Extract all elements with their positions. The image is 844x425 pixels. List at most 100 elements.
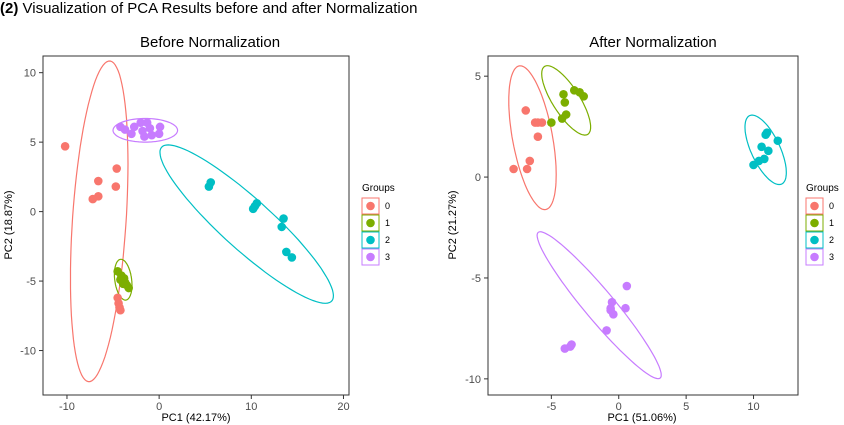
x-tick-label: 10 [245,401,257,413]
point-group-1 [579,92,588,101]
ellipse-group-1 [541,65,592,136]
legend-title: Groups [362,183,395,194]
x-tick-label: 20 [337,401,349,413]
point-group-3 [606,303,615,313]
point-group-0 [522,164,532,174]
legend-key-marker-3 [366,252,375,262]
legend-label-group-0: 0 [385,201,390,211]
ellipse-group-2 [159,144,335,304]
point-group-3 [154,129,164,139]
point-group-2 [287,253,297,262]
ellipse-group-3 [112,117,179,143]
figure-number: (2) [0,0,19,17]
legend-key-marker-2 [366,235,375,245]
legend-key-marker-3 [810,252,819,262]
point-group-3 [142,118,152,127]
point-group-0 [111,182,121,191]
point-group-0 [94,176,103,186]
legend-label-group-2: 2 [829,235,834,245]
x-tick-label: -10 [59,401,75,413]
y-axis-label: PC2 (18.87%) [3,190,15,259]
point-group-3 [602,326,611,335]
x-tick-label: 10 [747,401,759,413]
legend-key-marker-1 [810,218,819,228]
point-group-0 [521,106,531,115]
point-group-0 [60,142,70,151]
legend-key-marker-1 [366,218,375,228]
point-group-3 [127,129,136,139]
point-group-3 [140,132,149,141]
y-tick-label: 5 [475,71,481,83]
ellipse-group-2 [744,114,787,186]
y-tick-label: -10 [465,374,481,386]
legend-label-group-2: 2 [385,235,390,245]
point-group-1 [561,110,571,119]
legend: Groups 0 1 2 3 [361,183,395,266]
x-tick-label: 0 [616,401,622,413]
point-group-3 [621,303,630,313]
point-group-2 [760,154,769,164]
ellipse-group-0 [69,60,129,383]
ellipse-group-0 [508,65,557,211]
legend-key-marker-0 [810,201,819,211]
point-group-0 [525,156,535,166]
legend-label-group-3: 3 [385,252,390,262]
panel-border [487,55,799,396]
point-group-3 [120,125,130,134]
point-group-1 [547,118,556,127]
point-group-3 [155,122,165,132]
x-tick-label: -5 [546,401,556,413]
legend-label-group-3: 3 [829,252,834,262]
point-group-3 [622,281,632,291]
legend: Groups 0 1 2 3 [805,183,839,266]
legend-key-marker-2 [810,235,819,245]
point-group-3 [129,122,139,132]
point-group-2 [773,136,783,146]
x-tick-label: 5 [683,401,689,413]
chart-title: After Normalization [589,34,717,51]
figure-caption-text: Visualization of PCA Results before and … [22,0,418,17]
point-group-1 [559,90,568,99]
point-group-2 [764,146,773,156]
point-group-0 [116,305,125,315]
point-group-2 [282,247,291,257]
point-group-3 [136,118,145,127]
point-group-3 [565,342,575,351]
chart-1: Before Normalization-10 0 10 20-10-50510PC1… [3,34,395,424]
point-group-2 [250,201,260,211]
point-group-0 [509,164,518,174]
point-group-0 [88,194,98,204]
point-group-0 [537,118,547,127]
point-group-2 [204,182,214,191]
y-tick-label: 0 [475,172,481,184]
point-group-3 [147,130,157,140]
point-group-2 [762,128,772,137]
panel-border [42,55,350,396]
y-tick-label: 10 [24,68,36,80]
point-group-1 [118,279,128,289]
y-tick-label: -5 [26,276,36,288]
y-axis-label: PC2 (21.27%) [447,190,459,259]
chart-title: Before Normalization [140,34,280,51]
legend-label-group-1: 1 [385,218,390,228]
y-tick-label: -5 [471,273,481,285]
x-axis-label: PC1 (51.06%) [607,412,676,424]
legend-label-group-1: 1 [829,218,834,228]
y-tick-label: 5 [30,137,36,149]
legend-label-group-0: 0 [829,201,834,211]
point-group-2 [277,222,287,232]
point-group-2 [279,214,288,223]
point-group-0 [112,164,122,173]
point-group-2 [757,142,766,152]
legend-title: Groups [806,183,839,194]
y-tick-label: 0 [30,207,36,219]
legend-key-marker-0 [366,201,375,211]
x-tick-label: 0 [156,401,162,413]
x-axis-label: PC1 (42.17%) [161,412,230,424]
ellipse-group-3 [536,231,662,380]
figure-caption: (2) Visualization of PCA Results before … [0,0,417,17]
y-tick-label: -10 [20,346,36,358]
point-group-0 [533,132,543,142]
